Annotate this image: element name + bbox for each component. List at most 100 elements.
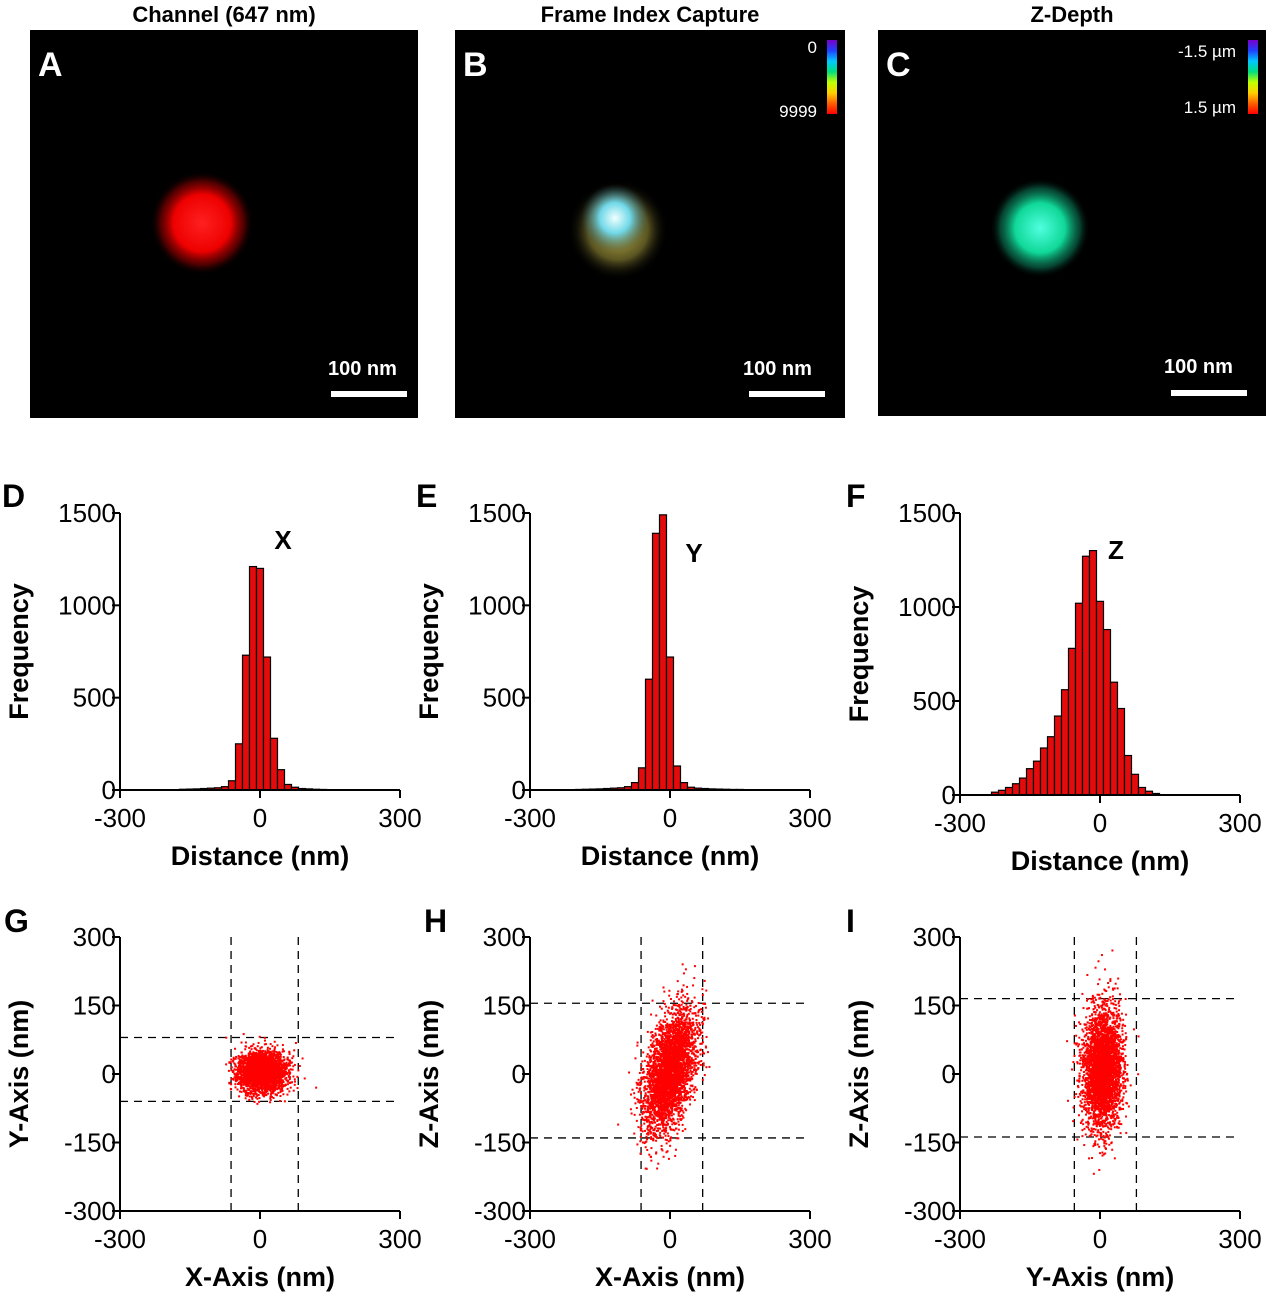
scatter-point [683,1021,686,1024]
scatter-point [672,1054,675,1057]
scatter-point [669,1050,672,1053]
scatter-point [243,1068,246,1071]
scatter-point [243,1056,246,1059]
scatter-point [256,1069,259,1072]
scatter-point [647,1119,650,1122]
scatter-point [264,1068,267,1071]
scatter-point [251,1083,254,1086]
scatter-point [650,1155,653,1158]
scatter-point [257,1075,260,1078]
scatter-point [276,1075,279,1078]
scatter-point [662,1087,665,1090]
scatter-point [666,1097,669,1100]
scatter-point [652,1088,655,1091]
scatter-point [247,1076,250,1079]
scatter-point [279,1080,282,1083]
scatter-point [669,1056,672,1059]
scatter-point [662,1100,665,1103]
scatter-point [663,1103,666,1106]
scatter-point [272,1065,275,1068]
scatter-point [255,1056,258,1059]
scatter-point [258,1073,261,1076]
scatter-point [694,1045,697,1048]
scatter-point [269,1099,272,1102]
scatter-point [250,1084,253,1087]
scatter-point [262,1056,265,1059]
scatter-point [266,1052,269,1055]
scatter-point [251,1070,254,1073]
scatter-point [686,1028,689,1031]
scatter-point [279,1100,282,1103]
scatter-point [660,1066,663,1069]
scatter-point [268,1051,271,1054]
scatter-point [681,1036,684,1039]
scatter-point [681,1049,684,1052]
scatter-point [265,1078,268,1081]
scatter-point [262,1072,265,1075]
scatter-point [278,1051,281,1054]
scatter-point [239,1081,242,1084]
scatter-point [268,1053,271,1056]
scatter-point [274,1073,277,1076]
scatter-point [259,1065,262,1068]
scatter-point [283,1066,286,1069]
scatter-point [656,1086,659,1089]
scatter-point [677,1030,680,1033]
scatter-point [266,1071,269,1074]
scatter-point [274,1079,277,1082]
scatter-point [258,1079,261,1082]
scatter-point [651,1097,654,1100]
scatter-point [255,1076,258,1079]
scatter-point [263,1073,266,1076]
scatter-point [660,1048,663,1051]
scatter-point [690,1043,693,1046]
scatter-point [684,1055,687,1058]
scatter-point [686,1034,689,1037]
scatter-point [265,1080,268,1083]
scatter-point [262,1061,265,1064]
scatter-point [258,1057,261,1060]
scatter-point [669,1035,672,1038]
scatter-point [251,1087,254,1090]
scatter-point [252,1079,255,1082]
histogram-bar [1116,707,1126,796]
scatter-point [265,1062,268,1065]
scatter-point [274,1093,277,1096]
scatter-point [246,1073,249,1076]
scatter-point [253,1069,256,1072]
scatter-point [254,1060,257,1063]
scatter-point [271,1069,274,1072]
x-axis-label: Distance (nm) [171,841,350,871]
scatter-point [228,1061,231,1064]
scatter-point [268,1073,271,1076]
scatter-point [261,1062,264,1065]
scatter-point [263,1066,266,1069]
scatter-point [659,1070,662,1073]
scatter-point [250,1061,253,1064]
y-tick-label: 1000 [468,590,526,620]
scatter-point [692,1074,695,1077]
scatter-point [665,1046,668,1049]
scatter-point [675,1072,678,1075]
scatter-point [666,1074,669,1077]
scatter-point [669,1066,672,1069]
scatter-point [261,1085,264,1088]
scatter-point [268,1072,271,1075]
scatter-point [692,1033,695,1036]
scatter-point [659,1074,662,1077]
scatter-point [252,1078,255,1081]
scatter-point [674,1081,677,1084]
scatter-point [258,1079,261,1082]
scatter-point [667,1087,670,1090]
scatter-point [684,1062,687,1065]
scatter-point [670,1101,673,1104]
scatter-point [253,1070,256,1073]
scatter-point [268,1059,271,1062]
scatter-point [652,1107,655,1110]
scatter-point [675,1031,678,1034]
scatter-point [666,1054,669,1057]
scatter-point [669,1066,672,1069]
scatter-point [288,1071,291,1074]
scatter-point [678,1009,681,1012]
scatter-point [269,1061,272,1064]
